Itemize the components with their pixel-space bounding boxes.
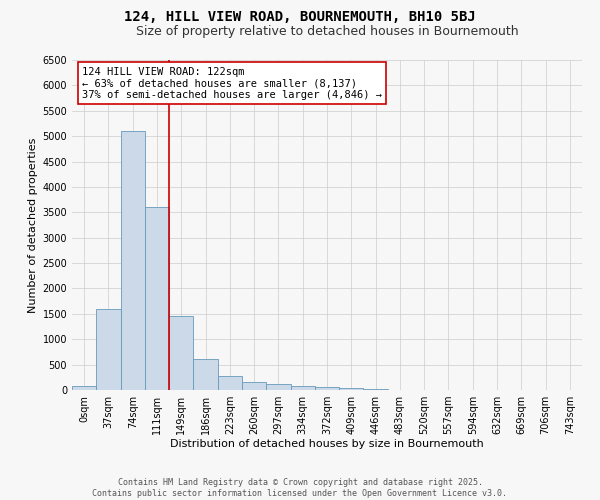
Bar <box>242 382 266 390</box>
Bar <box>121 131 145 390</box>
Bar <box>290 386 315 390</box>
Text: 124 HILL VIEW ROAD: 122sqm
← 63% of detached houses are smaller (8,137)
37% of s: 124 HILL VIEW ROAD: 122sqm ← 63% of deta… <box>82 66 382 100</box>
Bar <box>145 207 169 390</box>
Bar <box>339 388 364 390</box>
Bar <box>218 376 242 390</box>
Bar <box>315 388 339 390</box>
Bar <box>266 384 290 390</box>
Text: Contains HM Land Registry data © Crown copyright and database right 2025.
Contai: Contains HM Land Registry data © Crown c… <box>92 478 508 498</box>
Bar <box>72 386 96 390</box>
Bar <box>364 389 388 390</box>
Y-axis label: Number of detached properties: Number of detached properties <box>28 138 38 312</box>
Bar <box>169 316 193 390</box>
Bar <box>193 358 218 390</box>
X-axis label: Distribution of detached houses by size in Bournemouth: Distribution of detached houses by size … <box>170 438 484 448</box>
Bar <box>96 309 121 390</box>
Text: 124, HILL VIEW ROAD, BOURNEMOUTH, BH10 5BJ: 124, HILL VIEW ROAD, BOURNEMOUTH, BH10 5… <box>124 10 476 24</box>
Title: Size of property relative to detached houses in Bournemouth: Size of property relative to detached ho… <box>136 25 518 38</box>
